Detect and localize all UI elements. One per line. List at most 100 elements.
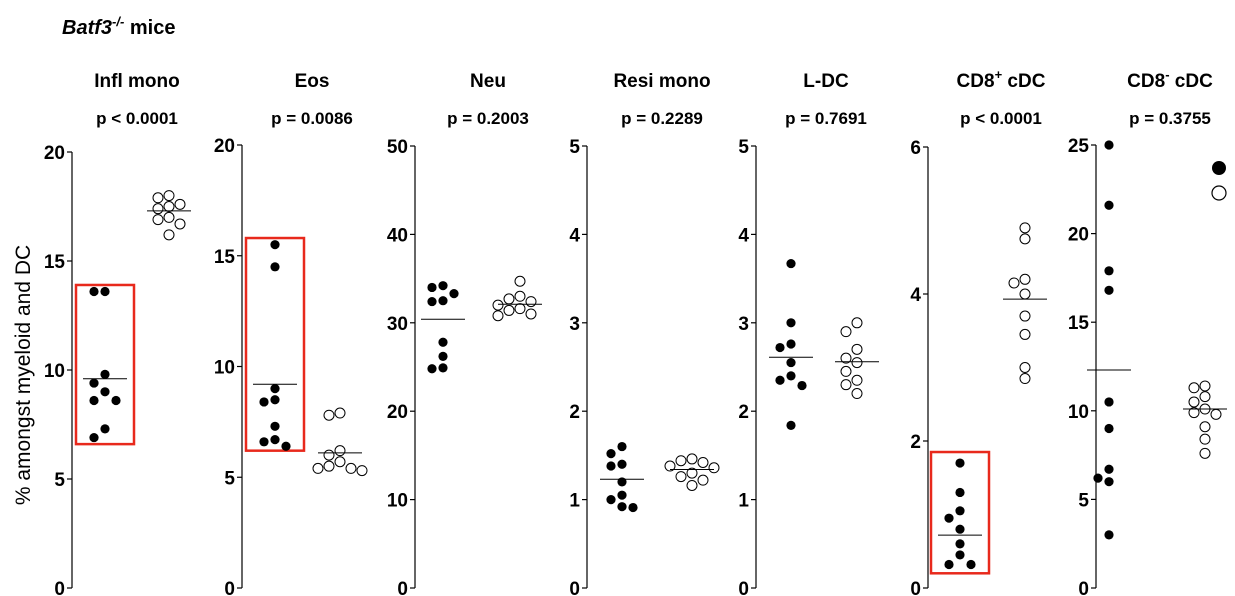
y-tick-label: 5: [1078, 490, 1089, 511]
data-point-open: [686, 467, 698, 479]
data-point-open: [851, 343, 863, 355]
data-point-open: [334, 456, 346, 468]
data-point-filled: [270, 421, 280, 431]
data-point-filled: [1104, 477, 1114, 487]
data-point-open: [840, 379, 852, 391]
data-point-open: [174, 218, 186, 230]
data-point-open: [1019, 288, 1031, 300]
data-point-open: [675, 471, 687, 483]
data-point-filled: [438, 351, 448, 361]
panel-title-superscript: +: [995, 67, 1003, 82]
data-point-filled: [944, 559, 954, 570]
data-point-open: [840, 352, 852, 364]
heading-suffix: mice: [124, 17, 175, 39]
data-point-filled: [100, 387, 110, 397]
p-value: p < 0.0001: [960, 109, 1042, 128]
data-point-filled: [606, 461, 616, 471]
data-point-filled: [270, 434, 280, 445]
panel-title-base: Neu: [470, 71, 506, 92]
y-tick-label: 0: [910, 579, 921, 596]
data-point-filled: [775, 375, 785, 385]
data-point-open: [503, 293, 515, 305]
data-point-filled: [786, 318, 796, 328]
panel-title: Neu: [470, 71, 506, 92]
y-tick-label: 20: [1068, 225, 1089, 246]
data-point-filled: [1104, 140, 1114, 150]
legend-open-marker: [1211, 185, 1227, 201]
data-point-filled: [617, 477, 627, 487]
heading-gene: Batf3: [62, 17, 112, 39]
data-point-open: [323, 460, 335, 472]
y-tick-label: 0: [569, 579, 580, 596]
y-tick-label: 5: [54, 470, 65, 491]
data-point-open: [1019, 328, 1031, 340]
data-point-filled: [1104, 266, 1114, 276]
data-point-open: [851, 317, 863, 329]
data-point-filled: [281, 441, 291, 451]
data-point-filled: [427, 282, 437, 293]
data-point-open: [1188, 382, 1200, 394]
data-point-open: [492, 299, 504, 311]
data-point-filled: [1104, 423, 1114, 434]
y-tick-label: 0: [738, 579, 749, 596]
data-point-filled: [89, 395, 99, 406]
y-tick-label: 1: [738, 491, 749, 512]
y-tick-label: 4: [569, 225, 580, 246]
data-point-filled: [797, 380, 807, 391]
y-tick-label: 6: [910, 138, 921, 159]
y-tick-label: 10: [387, 491, 408, 512]
y-tick-label: 2: [910, 432, 921, 453]
y-tick-label: 2: [738, 402, 749, 423]
y-tick-label: 3: [569, 314, 580, 335]
data-point-filled: [259, 437, 269, 447]
data-point-filled: [449, 289, 459, 299]
data-point-filled: [1093, 473, 1103, 483]
data-point-filled: [786, 420, 796, 430]
data-point-open: [1019, 222, 1031, 234]
data-point-open: [163, 190, 175, 202]
data-point-filled: [89, 378, 99, 388]
panel-title-base: Eos: [295, 71, 330, 92]
data-point-open: [1199, 380, 1211, 392]
panel-6: CD8- cDC p = 0.3755 0 5 10 15 20 25: [1068, 67, 1227, 596]
data-point-filled: [944, 513, 954, 523]
data-point-filled: [786, 357, 796, 368]
data-point-filled: [1104, 200, 1114, 210]
data-point-filled: [270, 395, 280, 405]
panel-title-rest: cDC: [1002, 71, 1046, 92]
y-tick-label: 4: [910, 285, 921, 306]
data-point-open: [686, 453, 698, 465]
data-point-filled: [955, 550, 965, 560]
data-point-open: [686, 479, 698, 491]
data-point-open: [840, 365, 852, 377]
y-tick-label: 10: [44, 361, 65, 382]
data-point-open: [1019, 362, 1031, 373]
panel-1: Eos p = 0.0086 0 5 10 15 20: [214, 71, 368, 596]
data-point-filled: [111, 395, 121, 406]
data-point-open: [152, 192, 164, 204]
data-point-filled: [786, 339, 796, 349]
data-point-filled: [617, 459, 627, 469]
y-axis-label: % amongst myeloid and DC: [12, 245, 35, 505]
y-tick-label: 3: [738, 314, 749, 335]
p-value: p = 0.2003: [447, 109, 529, 128]
panel-3: Resi mono p = 0.2289 0 1 2 3 4 5: [569, 71, 720, 596]
y-tick-label: 20: [387, 402, 408, 423]
data-point-filled: [1104, 530, 1114, 540]
panel-title: CD8- cDC: [1127, 67, 1213, 92]
data-point-filled: [617, 502, 627, 512]
data-point-open: [840, 326, 852, 338]
highlight-box: [74, 283, 136, 446]
data-point-open: [356, 465, 368, 477]
data-point-filled: [438, 296, 448, 306]
p-value: p = 0.2289: [621, 109, 703, 128]
panel-title-base: Resi mono: [613, 71, 710, 92]
data-point-open: [525, 296, 537, 308]
data-point-filled: [617, 490, 627, 500]
y-tick-label: 15: [214, 247, 236, 268]
data-point-open: [675, 455, 687, 467]
data-point-open: [152, 203, 164, 215]
data-point-open: [697, 456, 709, 468]
